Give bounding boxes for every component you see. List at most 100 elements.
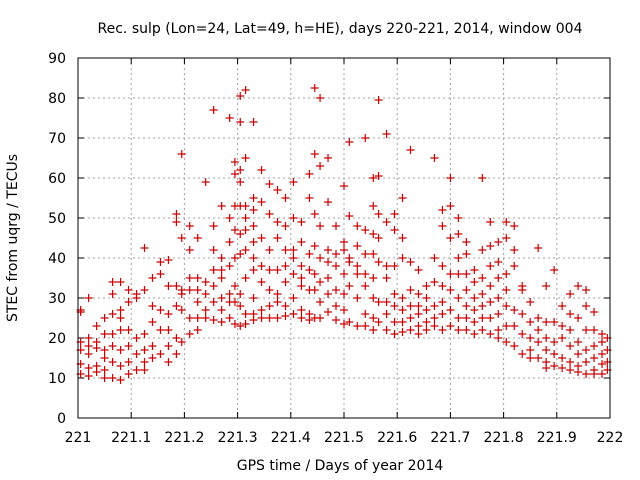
data-point [382, 326, 391, 334]
plot-frame [77, 57, 611, 419]
data-point [201, 178, 210, 186]
data-point [164, 310, 173, 318]
data-point [430, 322, 439, 330]
data-point [84, 364, 93, 372]
data-point [281, 222, 290, 230]
data-point [140, 286, 149, 294]
data-point [289, 178, 298, 186]
data-point [209, 282, 218, 290]
data-point [265, 246, 274, 254]
y-tick-label: 30 [48, 291, 66, 307]
data-point [494, 294, 503, 302]
data-point [316, 254, 325, 262]
data-point [382, 130, 391, 138]
data-point [454, 326, 463, 334]
data-point [510, 262, 519, 270]
data-point [124, 370, 133, 378]
x-axis-label: GPS time / Days of year 2014 [237, 458, 444, 474]
data-point [340, 290, 348, 298]
data-point [177, 306, 186, 314]
x-tick-label: 221.6 [377, 430, 417, 446]
data-point [265, 266, 274, 274]
data-point [374, 234, 383, 242]
data-point [414, 310, 423, 318]
data-point [382, 274, 391, 282]
data-point [156, 350, 165, 358]
data-point [353, 262, 362, 270]
data-point [225, 262, 234, 270]
data-point [462, 238, 471, 246]
data-point [550, 266, 559, 274]
data-point [374, 96, 383, 104]
data-point [132, 334, 141, 342]
data-point [582, 326, 591, 334]
data-point [422, 282, 431, 290]
data-point [273, 186, 282, 194]
data-point [100, 330, 109, 338]
data-point [164, 358, 173, 366]
data-point [478, 174, 487, 182]
data-point [265, 210, 274, 218]
data-point [164, 256, 173, 264]
data-point [185, 314, 194, 322]
data-point [470, 294, 479, 302]
data-point [305, 316, 314, 324]
data-point [478, 326, 487, 334]
data-point [454, 270, 463, 278]
data-point [201, 290, 210, 298]
x-tick-label: 221.9 [537, 430, 577, 446]
data-point [574, 338, 583, 346]
data-point [353, 294, 362, 302]
data-point [217, 202, 226, 210]
data-point [281, 302, 290, 310]
data-point [382, 310, 391, 318]
data-point [494, 334, 503, 342]
data-point [140, 244, 149, 252]
data-point [502, 234, 511, 242]
data-point [172, 302, 181, 310]
data-point [217, 266, 226, 274]
data-point [582, 358, 591, 366]
data-point [406, 314, 415, 322]
data-point [446, 306, 455, 314]
data-point [185, 246, 194, 254]
data-point [230, 298, 239, 306]
data-point [518, 330, 527, 338]
data-point [390, 210, 399, 218]
data-point [177, 290, 186, 298]
data-point [462, 250, 471, 258]
data-point [257, 234, 266, 242]
data-point [217, 274, 226, 282]
data-point [316, 314, 325, 322]
data-point [502, 302, 511, 310]
data-point [310, 210, 319, 218]
data-point [241, 214, 250, 222]
data-point [390, 290, 399, 298]
data-point [332, 262, 341, 270]
data-point [316, 222, 325, 230]
data-point [340, 238, 348, 246]
data-point [297, 262, 306, 270]
data-points [76, 84, 612, 384]
data-point [289, 214, 298, 222]
data-point [100, 354, 109, 362]
data-point [430, 278, 439, 286]
data-point [241, 246, 250, 254]
data-point [470, 266, 479, 274]
data-point [430, 314, 439, 322]
data-point [494, 258, 503, 266]
data-point [108, 330, 117, 338]
data-point [281, 194, 290, 202]
data-point [478, 302, 487, 310]
data-point [281, 262, 290, 270]
data-point [374, 318, 383, 326]
data-point [345, 258, 354, 266]
data-point [382, 218, 391, 226]
data-point [558, 302, 567, 310]
data-point [526, 334, 535, 342]
data-point [324, 198, 333, 206]
data-point [100, 366, 109, 374]
data-point [305, 170, 314, 178]
data-point [510, 246, 519, 254]
